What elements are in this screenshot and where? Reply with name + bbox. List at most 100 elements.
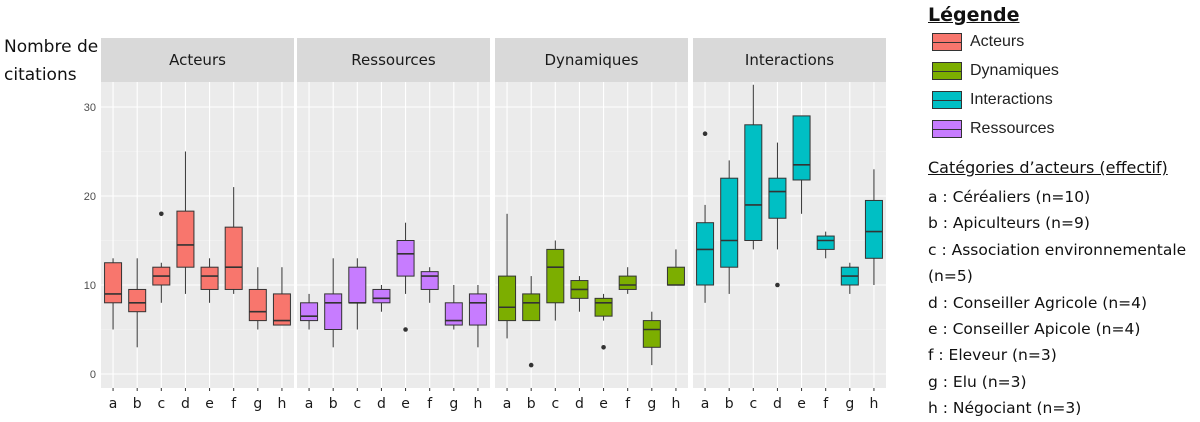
category-item: h : Négociant (n=3) [928, 399, 1082, 418]
legend-item: Interactions [930, 88, 1190, 114]
outlier-point [601, 345, 606, 350]
x-tick-label: g [253, 396, 262, 412]
box [468, 293, 487, 326]
outlier-point [403, 327, 408, 332]
box [696, 222, 715, 286]
legend-label: Ressources [970, 120, 1055, 137]
x-tick-label: c [157, 396, 165, 412]
legend-item: Acteurs [930, 30, 1190, 56]
category-item: f : Eleveur (n=3) [928, 346, 1057, 365]
facet-strip [693, 38, 886, 82]
box [522, 293, 541, 322]
x-tick-label: c [551, 396, 559, 412]
legend-swatch [932, 120, 962, 138]
facet-strip-label: Dynamiques [545, 51, 639, 69]
box [744, 124, 763, 241]
x-tick-label: e [401, 396, 410, 412]
legend-item: Ressources [930, 117, 1190, 143]
box [372, 288, 391, 304]
x-tick-label: e [599, 396, 608, 412]
outlier-point [159, 211, 164, 217]
category-item: b : Apiculteurs (n=9) [928, 214, 1090, 233]
legend-label: Dynamiques [970, 62, 1059, 79]
facet-strip [297, 38, 490, 82]
category-item: d : Conseiller Agricole (n=4) [928, 293, 1148, 312]
y-axis-label: Nombre de citations [4, 33, 98, 89]
category-item: g : Elu (n=3) [928, 372, 1027, 391]
x-tick-label: f [231, 396, 237, 412]
x-tick-label: f [823, 396, 829, 412]
x-tick-label: g [845, 396, 854, 412]
box [248, 288, 267, 322]
box [224, 226, 243, 290]
y-axis-label-line: citations [4, 65, 77, 85]
x-tick-label: h [278, 396, 287, 412]
x-tick-label: h [474, 396, 483, 412]
x-tick-label: a [305, 396, 314, 412]
x-tick-label: a [109, 396, 118, 412]
x-tick-label: h [672, 396, 681, 412]
x-tick-label: d [181, 396, 190, 412]
y-tick-label: 20 [84, 191, 96, 203]
x-tick-label: a [503, 396, 512, 412]
box [720, 177, 739, 268]
y-tick-label: 30 [84, 102, 96, 114]
box [768, 177, 787, 219]
x-tick-label: e [205, 396, 214, 412]
y-axis-label-line: Nombre de [4, 37, 99, 57]
box [200, 266, 219, 290]
legend-swatch [932, 33, 962, 51]
y-tick-label: 0 [90, 369, 96, 381]
box [104, 262, 123, 304]
legend-title: Légende [928, 4, 1020, 26]
box [642, 320, 661, 348]
x-tick-label: d [773, 396, 782, 412]
x-tick-label: e [797, 396, 806, 412]
box [176, 210, 195, 268]
legend-item: Dynamiques [930, 59, 1190, 85]
outlier-point [775, 282, 780, 288]
box [324, 293, 343, 330]
categories-legend-list: a : Céréaliers (n=10) b : Apiculteurs (n… [928, 184, 1196, 422]
box [348, 266, 367, 304]
facet-strip-label: Acteurs [169, 51, 226, 69]
x-tick-label: b [133, 396, 142, 412]
outlier-point [528, 362, 534, 368]
legend-swatch [932, 62, 962, 80]
box [444, 302, 463, 326]
categories-legend-title: Catégories d’acteurs (effectif) [928, 158, 1168, 177]
x-tick-label: g [647, 396, 656, 412]
panel-background [101, 82, 294, 388]
facet-strip [101, 38, 294, 82]
box [498, 275, 517, 322]
x-tick-label: g [449, 396, 458, 412]
x-tick-label: d [575, 396, 584, 412]
box [864, 199, 883, 259]
box [546, 248, 565, 304]
box [396, 240, 415, 277]
box [666, 266, 685, 286]
x-tick-label: a [701, 396, 710, 412]
x-tick-label: d [377, 396, 386, 412]
category-item: c : Association environnementale (n=5) [928, 240, 1187, 286]
x-tick-label: b [527, 396, 536, 412]
panel-background [297, 82, 490, 388]
box [618, 275, 637, 290]
outlier-point [702, 131, 708, 136]
category-item: e : Conseiller Apicole (n=4) [928, 320, 1141, 339]
x-tick-label: b [725, 396, 734, 412]
facet-strip-label: Interactions [745, 51, 834, 69]
y-tick-label: 10 [84, 280, 96, 292]
x-tick-label: b [329, 396, 338, 412]
x-tick-label: c [749, 396, 757, 412]
facet-strip-label: Ressources [351, 51, 436, 69]
box [300, 302, 319, 322]
box [272, 293, 291, 326]
legend-label: Acteurs [970, 33, 1025, 50]
facet-strip [495, 38, 688, 82]
x-tick-label: f [427, 396, 433, 412]
box [792, 115, 811, 181]
box [816, 235, 835, 250]
x-tick-label: h [870, 396, 879, 412]
